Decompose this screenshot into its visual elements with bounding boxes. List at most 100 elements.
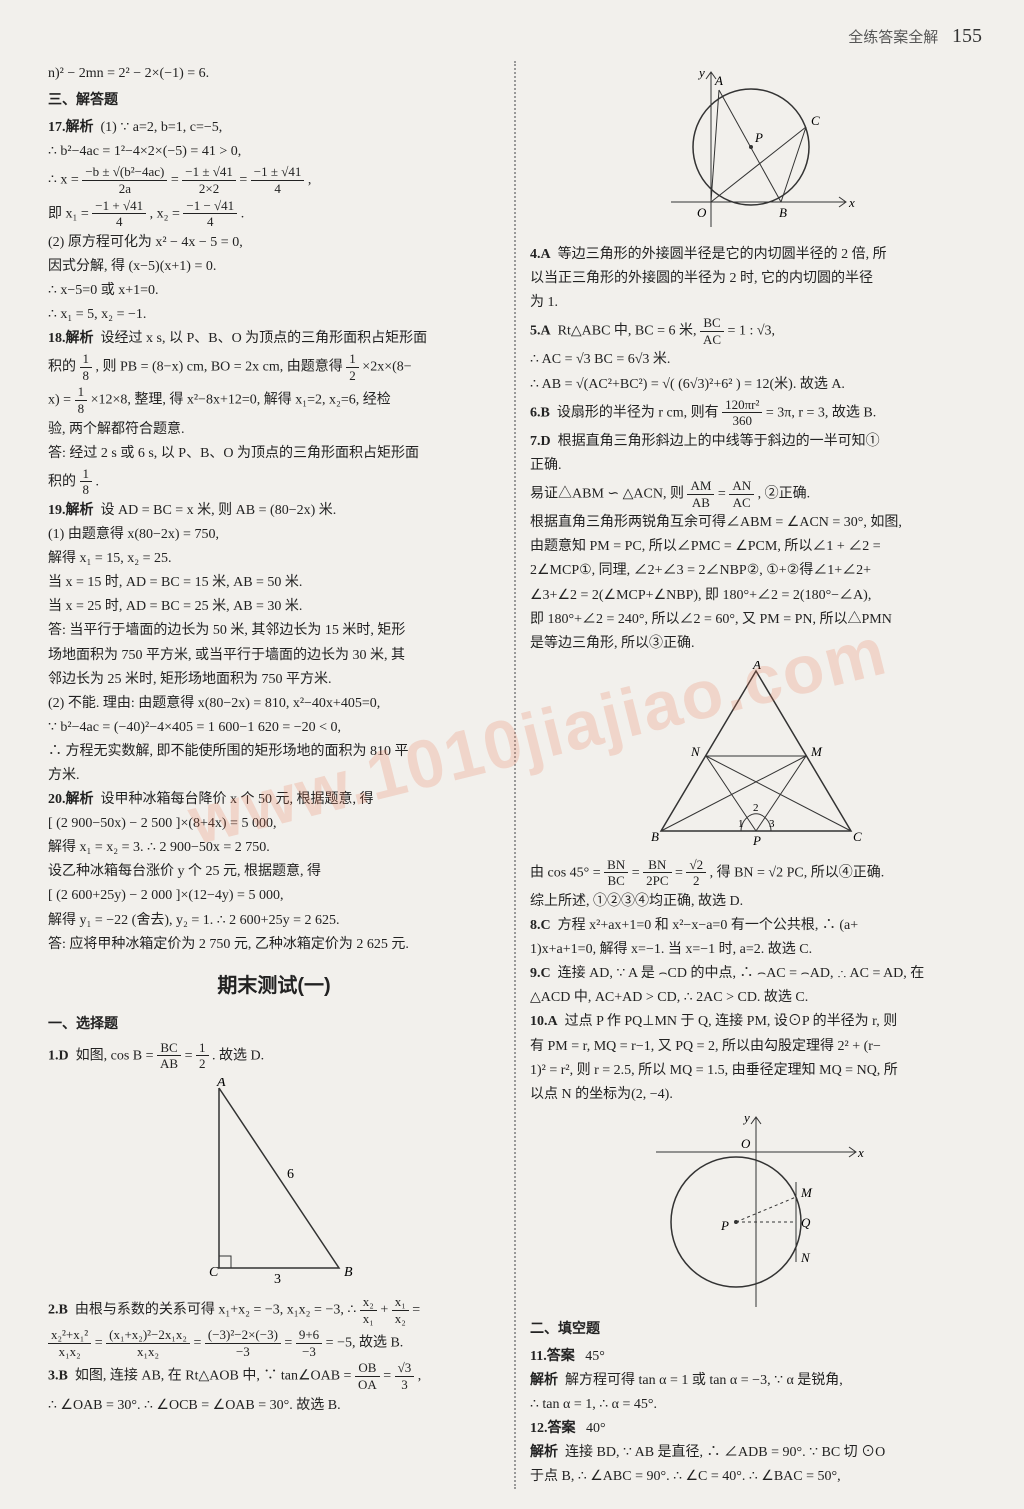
frac-den: AB (157, 1056, 181, 1072)
q10a-l2: 有 PM = r, MQ = r−1, 又 PQ = 2, 所以由勾股定理得 2… (530, 1035, 982, 1058)
q4a-l1: 等边三角形的外接圆半径是它的内切圆半径的 2 倍, 所 (558, 247, 887, 262)
q20-l7: 答: 应将甲种冰箱定价为 2 750 元, 乙种冰箱定价为 2 625 元. (48, 933, 500, 956)
frac-den: 8 (80, 368, 93, 384)
q19-head: 19.解析 设 AD = BC = x 米, 则 AB = (80−2x) 米. (48, 499, 500, 522)
q12-l1: 连接 BD, ∵ AB 是直径, ∴ ∠ADB = 90°. ∵ BC 切 ⊙O (565, 1445, 885, 1460)
frac-num: 1 (196, 1040, 209, 1057)
frac-num: BN (604, 857, 628, 874)
q17-frac1: −b ± √(b²−4ac)2a (82, 164, 167, 196)
frac-num: BC (157, 1040, 181, 1057)
frac-num: 1 (75, 384, 88, 401)
q18-frac2: 12 (346, 351, 359, 383)
frac-num: 9+6 (296, 1327, 322, 1344)
q7d-label: 7.D (530, 434, 551, 449)
lbl-A: A (752, 661, 761, 672)
frac-den: −3 (296, 1344, 322, 1360)
q7d-l1b: 正确. (530, 454, 982, 477)
q2b-l2-end: = −5, 故选 B. (326, 1336, 404, 1351)
circle-bottom-diagram: O M N Q P x y (646, 1112, 866, 1312)
q2b-frac1: x₂x₁ (360, 1294, 377, 1326)
lbl-C: C (853, 829, 862, 844)
q7d-l2-pre: 易证△ABM ∽ △ACN, 则 (530, 486, 687, 501)
lbl-y: y (697, 67, 705, 80)
test-title: 期末测试(一) (48, 970, 500, 1003)
q2b-frac2: x₁x₂ (392, 1294, 409, 1326)
q18-l6-pre: 积的 (48, 474, 80, 489)
label-3: 3 (274, 1272, 281, 1287)
q8c-l2: 1)x+a+1=0, 解得 x=−1. 当 x=−1 时, a=2. 故选 C. (530, 938, 982, 961)
q9c-label: 9.C (530, 966, 551, 981)
q5a-l1-pre: Rt△ABC 中, BC = 6 米, (558, 324, 700, 339)
frac-num: BC (700, 315, 724, 332)
q2b-l2f2: (x₁+x₂)²−2x₁x₂x₁x₂ (106, 1327, 190, 1359)
q7d: 7.D 根据直角三角形斜边上的中线等于斜边的一半可知① (530, 430, 982, 453)
q10a-l4: 以点 N 的坐标为(2, −4). (530, 1083, 982, 1106)
lbl-x: x (848, 195, 855, 210)
frac-den: 2PC (643, 873, 671, 889)
frac-den: 4 (183, 214, 237, 230)
q7d-l4: 由题意知 PM = PC, 所以∠PMC = ∠PCM, 所以∠1 + ∠2 = (530, 535, 982, 558)
q19-label: 19.解析 (48, 503, 94, 518)
q17-l5: (2) 原方程可化为 x² − 4x − 5 = 0, (48, 231, 500, 254)
q19-l4: 当 x = 15 时, AD = BC = 15 米, AB = 50 米. (48, 571, 500, 594)
q11-exp: 解析 解方程可得 tan α = 1 或 tan α = −3, ∵ α 是锐角… (530, 1369, 982, 1392)
q17-l2: ∴ b²−4ac = 1²−4×2×(−5) = 41 > 0, (48, 140, 500, 163)
q4a: 4.A 等边三角形的外接圆半径是它的内切圆半径的 2 倍, 所 (530, 243, 982, 266)
q2b-l2: x₂²+x₁²x₁x₂ = (x₁+x₂)²−2x₁x₂x₁x₂ = (−3)²… (48, 1327, 500, 1359)
q11: 11.答案 45° (530, 1345, 982, 1368)
q7d-l2-end: , ②正确. (758, 486, 811, 501)
q18-l2-pre: 积的 (48, 360, 80, 375)
q12-exp: 解析 连接 BD, ∵ AB 是直径, ∴ ∠ADB = 90°. ∵ BC 切… (530, 1441, 982, 1464)
q7dc-eq1: = (632, 865, 643, 880)
frac-num: −1 − √41 (183, 198, 237, 215)
frac-den: 2 (196, 1056, 209, 1072)
q19-l9: (2) 不能. 理由: 由题意得 x(80−2x) = 810, x²−40x+… (48, 692, 500, 715)
frac-den: −3 (205, 1344, 281, 1360)
q17-l6: 因式分解, 得 (x−5)(x+1) = 0. (48, 255, 500, 278)
lbl-B: B (651, 829, 659, 844)
q3b-l1-pre: 如图, 连接 AB, 在 Rt△AOB 中, ∵ tan∠OAB = (75, 1369, 355, 1384)
frac-num: −1 + √41 (92, 198, 146, 215)
frac-num: −1 ± √41 (251, 164, 305, 181)
q19-l8: 邻边长为 25 米时, 矩形场地面积为 750 平方米. (48, 668, 500, 691)
frac-num: −b ± √(b²−4ac) (82, 164, 167, 181)
frac-num: 1 (80, 466, 93, 483)
page-number: 155 (952, 25, 982, 47)
q20-l3: 解得 x₁ = x₂ = 3. ∴ 2 900−50x = 2 750. (48, 836, 500, 859)
q18-frac3: 18 (75, 384, 88, 416)
label-A: A (216, 1078, 226, 1090)
q8c-l1: 方程 x²+ax+1=0 和 x²−x−a=0 有一个公共根, ∴ (a+ (558, 918, 858, 933)
q17-l7: ∴ x−5=0 或 x+1=0. (48, 279, 500, 302)
q20-l4: 设乙种冰箱每台涨价 y 个 25 元, 根据题意, 得 (48, 860, 500, 883)
q3b-l1: 3.B 如图, 连接 AB, 在 Rt△AOB 中, ∵ tan∠OAB = O… (48, 1360, 500, 1392)
right-triangle-diagram: A B C 3 6 (179, 1078, 369, 1288)
q7d-l7: 即 180°+∠2 = 240°, 所以∠2 = 60°, 又 PM = PN,… (530, 608, 982, 631)
q4a-l2: 以当正三角形的外接圆的半径为 2 时, 它的内切圆的半径 (530, 267, 982, 290)
frac-den: 8 (75, 401, 88, 417)
frac-num: BN (643, 857, 671, 874)
circle-axes-diagram-top: A C B O P x y (651, 67, 861, 237)
q19-l6: 答: 当平行于墙面的边长为 50 米, 其邻边长为 15 米时, 矩形 (48, 619, 500, 642)
frac-den: x₂ (392, 1311, 409, 1327)
q7d-frac2: ANAC (729, 478, 754, 510)
q19-l7: 场地面积为 750 平方米, 或当平行于墙面的边长为 30 米, 其 (48, 644, 500, 667)
q17-label: 17.解析 (48, 120, 94, 135)
q12-ans: 40° (586, 1421, 606, 1436)
q20-l1: 设甲种冰箱每台降价 x 个 50 元, 根据题意, 得 (101, 792, 374, 807)
q3b-frac1: OBOA (355, 1360, 380, 1392)
q7d-l6: ∠3+∠2 = 2(∠MCP+∠NBP), 即 180°+∠2 = 2(180°… (530, 584, 982, 607)
lbl-3: 3 (769, 818, 775, 830)
q2b-l1: 2.B 由根与系数的关系可得 x₁+x₂ = −3, x₁x₂ = −3, ∴ … (48, 1294, 500, 1326)
q20-l2: [ (2 900−50x) − 2 500 ]×(8+4x) = 5 000, (48, 812, 500, 835)
q17-l4-mid: , x₂ = (150, 206, 184, 221)
frac-num: (x₁+x₂)²−2x₁x₂ (106, 1327, 190, 1344)
q18-l4: 验, 两个解都符合题意. (48, 418, 500, 441)
q19-l1: 设 AD = BC = x 米, 则 AB = (80−2x) 米. (101, 503, 337, 518)
q7dc-l2: 综上所述, ①②③④均正确, 故选 D. (530, 890, 982, 913)
q17-l3: ∴ x = −b ± √(b²−4ac)2a = −1 ± √412×2 = −… (48, 164, 500, 196)
q1d-frac1: BCAB (157, 1040, 181, 1072)
q2b-l1-pre: 由根与系数的关系可得 x₁+x₂ = −3, x₁x₂ = −3, ∴ (75, 1302, 360, 1317)
frac-num: (−3)²−2×(−3) (205, 1327, 281, 1344)
q4a-l3: 为 1. (530, 291, 982, 314)
q6b-frac: 120πr²360 (722, 397, 762, 429)
